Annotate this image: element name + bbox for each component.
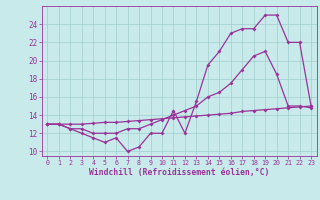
X-axis label: Windchill (Refroidissement éolien,°C): Windchill (Refroidissement éolien,°C) bbox=[89, 168, 269, 177]
